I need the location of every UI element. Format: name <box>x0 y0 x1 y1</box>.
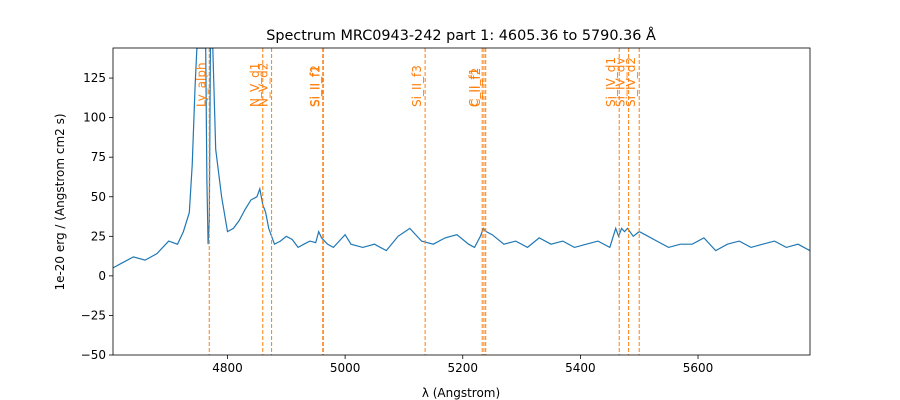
y-axis-title: 1e-20 erg / (Angstrom cm2 s) <box>53 113 67 290</box>
vline-label-6: C_II_f1 <box>467 68 481 107</box>
y-tick-label-3: 25 <box>91 229 106 243</box>
x-axis-title: λ (Angstrom) <box>422 386 500 400</box>
y-tick-label-6: 100 <box>83 111 106 125</box>
y-tick-label-0: −50 <box>81 348 106 362</box>
y-tick-label-4: 50 <box>91 190 106 204</box>
y-tick-label-5: 75 <box>91 150 106 164</box>
vline-label-10: Si_IV_dv <box>614 58 628 107</box>
vline-label-9: Si_IV_d1 <box>604 57 618 107</box>
vline-label-4: Si_II_f2 <box>308 65 322 107</box>
vline-label-11: Si_IV_d2 <box>624 57 638 107</box>
chart-title: Spectrum MRC0943-242 part 1: 4605.36 to … <box>266 27 656 44</box>
y-tick-label-7: 125 <box>83 71 106 85</box>
vline-label-1: N_V_d1 <box>248 63 262 107</box>
x-tick-label-2: 5200 <box>447 361 478 375</box>
x-tick-label-1: 5000 <box>330 361 361 375</box>
y-tick-label-2: 0 <box>98 269 106 283</box>
x-tick-label-3: 5400 <box>565 361 596 375</box>
vline-label-3: Si_II_f1 <box>308 65 322 107</box>
axes-frame <box>112 47 811 356</box>
y-tick-label-1: −25 <box>81 308 106 322</box>
vline-label-0: Ly_alph <box>194 62 208 107</box>
vline-label-5: Si_II_f3 <box>410 65 424 107</box>
x-tick-label-0: 4800 <box>212 361 243 375</box>
spectrum-line-0 <box>113 48 810 269</box>
x-tick-label-4: 5600 <box>683 361 714 375</box>
vline-label-2: N_V_d2 <box>257 63 271 107</box>
vline-label-7: C_II_f2 <box>469 68 483 107</box>
